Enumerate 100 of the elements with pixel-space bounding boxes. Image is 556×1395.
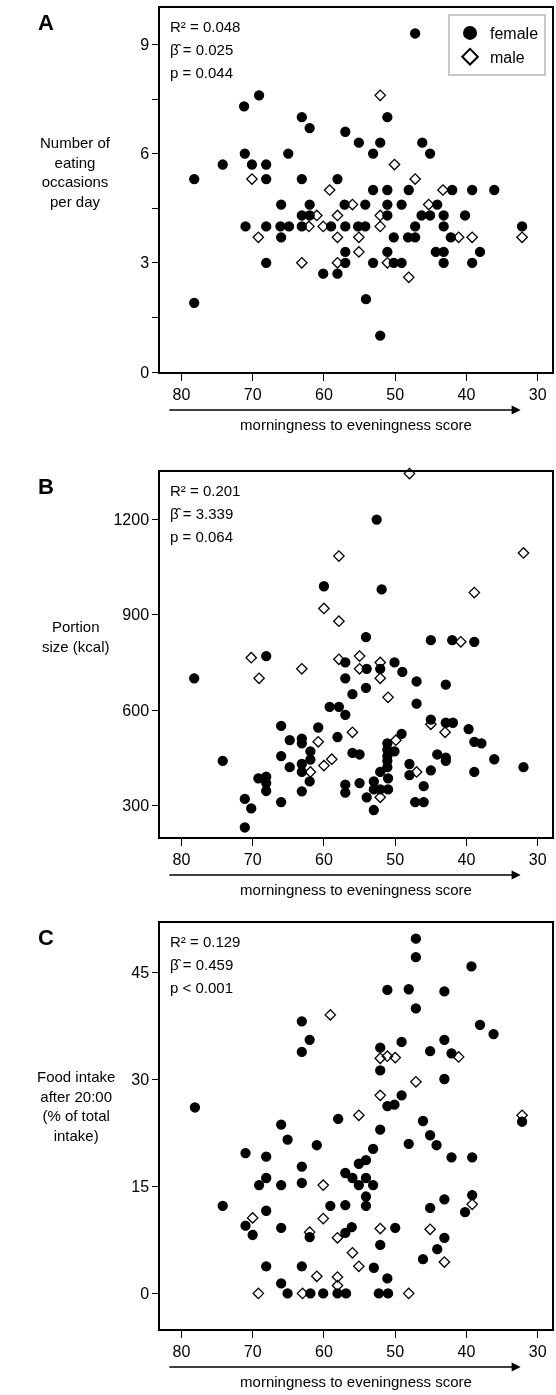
x-tick-label: 70 <box>243 385 262 403</box>
x-tick-label: 50 <box>386 850 405 868</box>
y-axis-title: Food intake after 20:00 (% of total intake) <box>37 1068 116 1144</box>
legend-label: male <box>490 48 525 66</box>
x-axis-title: morningness to eveningness score <box>240 881 472 899</box>
y-tick-label: 45 <box>131 964 150 982</box>
point <box>324 1009 337 1021</box>
x-tick-label: 40 <box>457 850 476 868</box>
point <box>346 1246 359 1259</box>
point <box>409 173 422 185</box>
annotation: β̂ = 3.339 <box>170 505 234 522</box>
point <box>246 1212 259 1224</box>
point <box>325 753 338 766</box>
point <box>374 1222 387 1235</box>
point <box>374 220 387 233</box>
annotation: R² = 0.129 <box>170 933 241 950</box>
annotation: p = 0.064 <box>170 528 233 545</box>
point <box>252 231 265 244</box>
x-axis-title: morningness to eveningness score <box>240 1373 472 1391</box>
y-tick-label: 6 <box>140 145 150 163</box>
point <box>516 231 528 244</box>
y-tick-label: 900 <box>122 606 150 624</box>
point <box>353 1260 365 1273</box>
y-tick-label: 3 <box>140 254 150 272</box>
point <box>374 672 387 685</box>
annotation: β̂ = 0.459 <box>170 956 234 973</box>
point <box>333 653 345 666</box>
x-tick-label: 30 <box>528 850 547 868</box>
point <box>331 1271 344 1283</box>
chart-title: C <box>38 925 54 950</box>
x-tick-label: 60 <box>315 385 333 403</box>
x-tick-label: 30 <box>528 385 547 403</box>
y-tick-label: 15 <box>131 1178 150 1196</box>
y-axis-title: Portion size (kcal) <box>42 618 110 655</box>
chart-title: A <box>38 10 54 35</box>
point <box>323 184 336 196</box>
x-tick-label: 70 <box>243 1342 262 1360</box>
point <box>388 158 401 171</box>
point <box>333 550 345 562</box>
y-tick-label: 600 <box>122 701 150 719</box>
point <box>402 271 415 284</box>
x-tick-label: 40 <box>457 1342 476 1360</box>
annotation: p < 0.001 <box>170 979 233 996</box>
point <box>517 547 530 559</box>
point <box>466 231 479 244</box>
chart-title: B <box>38 474 54 499</box>
x-tick-label: 60 <box>315 1342 333 1360</box>
point <box>331 1231 344 1244</box>
point <box>374 1052 387 1065</box>
point <box>452 1051 465 1063</box>
annotation: β̂ = 0.025 <box>170 41 234 58</box>
point <box>374 89 387 102</box>
point <box>318 602 330 615</box>
y-tick-label: 1200 <box>113 511 150 529</box>
point <box>318 759 330 772</box>
point <box>346 726 359 739</box>
y-axis-title: Number of eating occasions per day <box>40 134 111 210</box>
point <box>310 1270 323 1283</box>
x-tick-label: 50 <box>386 1342 405 1360</box>
x-axis-title: morningness to eveningness score <box>240 416 472 434</box>
point <box>253 672 265 685</box>
point <box>410 1075 422 1088</box>
point <box>382 691 394 704</box>
annotation: p = 0.044 <box>170 64 233 81</box>
y-tick-label: 30 <box>131 1071 150 1089</box>
x-tick-label: 30 <box>528 1342 547 1360</box>
point <box>424 1223 436 1236</box>
point <box>403 467 416 480</box>
point <box>353 1109 365 1122</box>
legend-label: female <box>490 25 539 43</box>
point <box>331 231 344 244</box>
point <box>246 173 258 185</box>
x-tick-label: 70 <box>243 850 262 868</box>
point <box>390 734 402 747</box>
point <box>468 586 481 599</box>
point <box>331 209 344 222</box>
point <box>353 231 365 244</box>
point <box>374 1089 387 1102</box>
point <box>245 651 258 664</box>
y-tick-label: 0 <box>140 1284 150 1302</box>
y-tick-label: 300 <box>122 796 150 814</box>
point <box>437 184 449 196</box>
point <box>381 1050 394 1063</box>
point <box>410 766 423 778</box>
y-tick-label: 0 <box>140 363 150 381</box>
point <box>438 1256 451 1268</box>
point <box>353 246 365 258</box>
x-tick-label: 40 <box>457 385 476 403</box>
annotation: R² = 0.201 <box>170 482 241 499</box>
x-tick-label: 80 <box>172 1342 191 1360</box>
point <box>252 1287 265 1300</box>
y-tick-label: 9 <box>140 36 150 53</box>
point <box>317 1212 330 1225</box>
point <box>295 662 308 675</box>
x-tick-label: 80 <box>172 385 191 403</box>
point <box>402 1287 415 1300</box>
point <box>353 650 366 662</box>
x-tick-label: 50 <box>386 385 405 403</box>
annotation: R² = 0.048 <box>170 18 241 35</box>
point <box>295 256 308 269</box>
